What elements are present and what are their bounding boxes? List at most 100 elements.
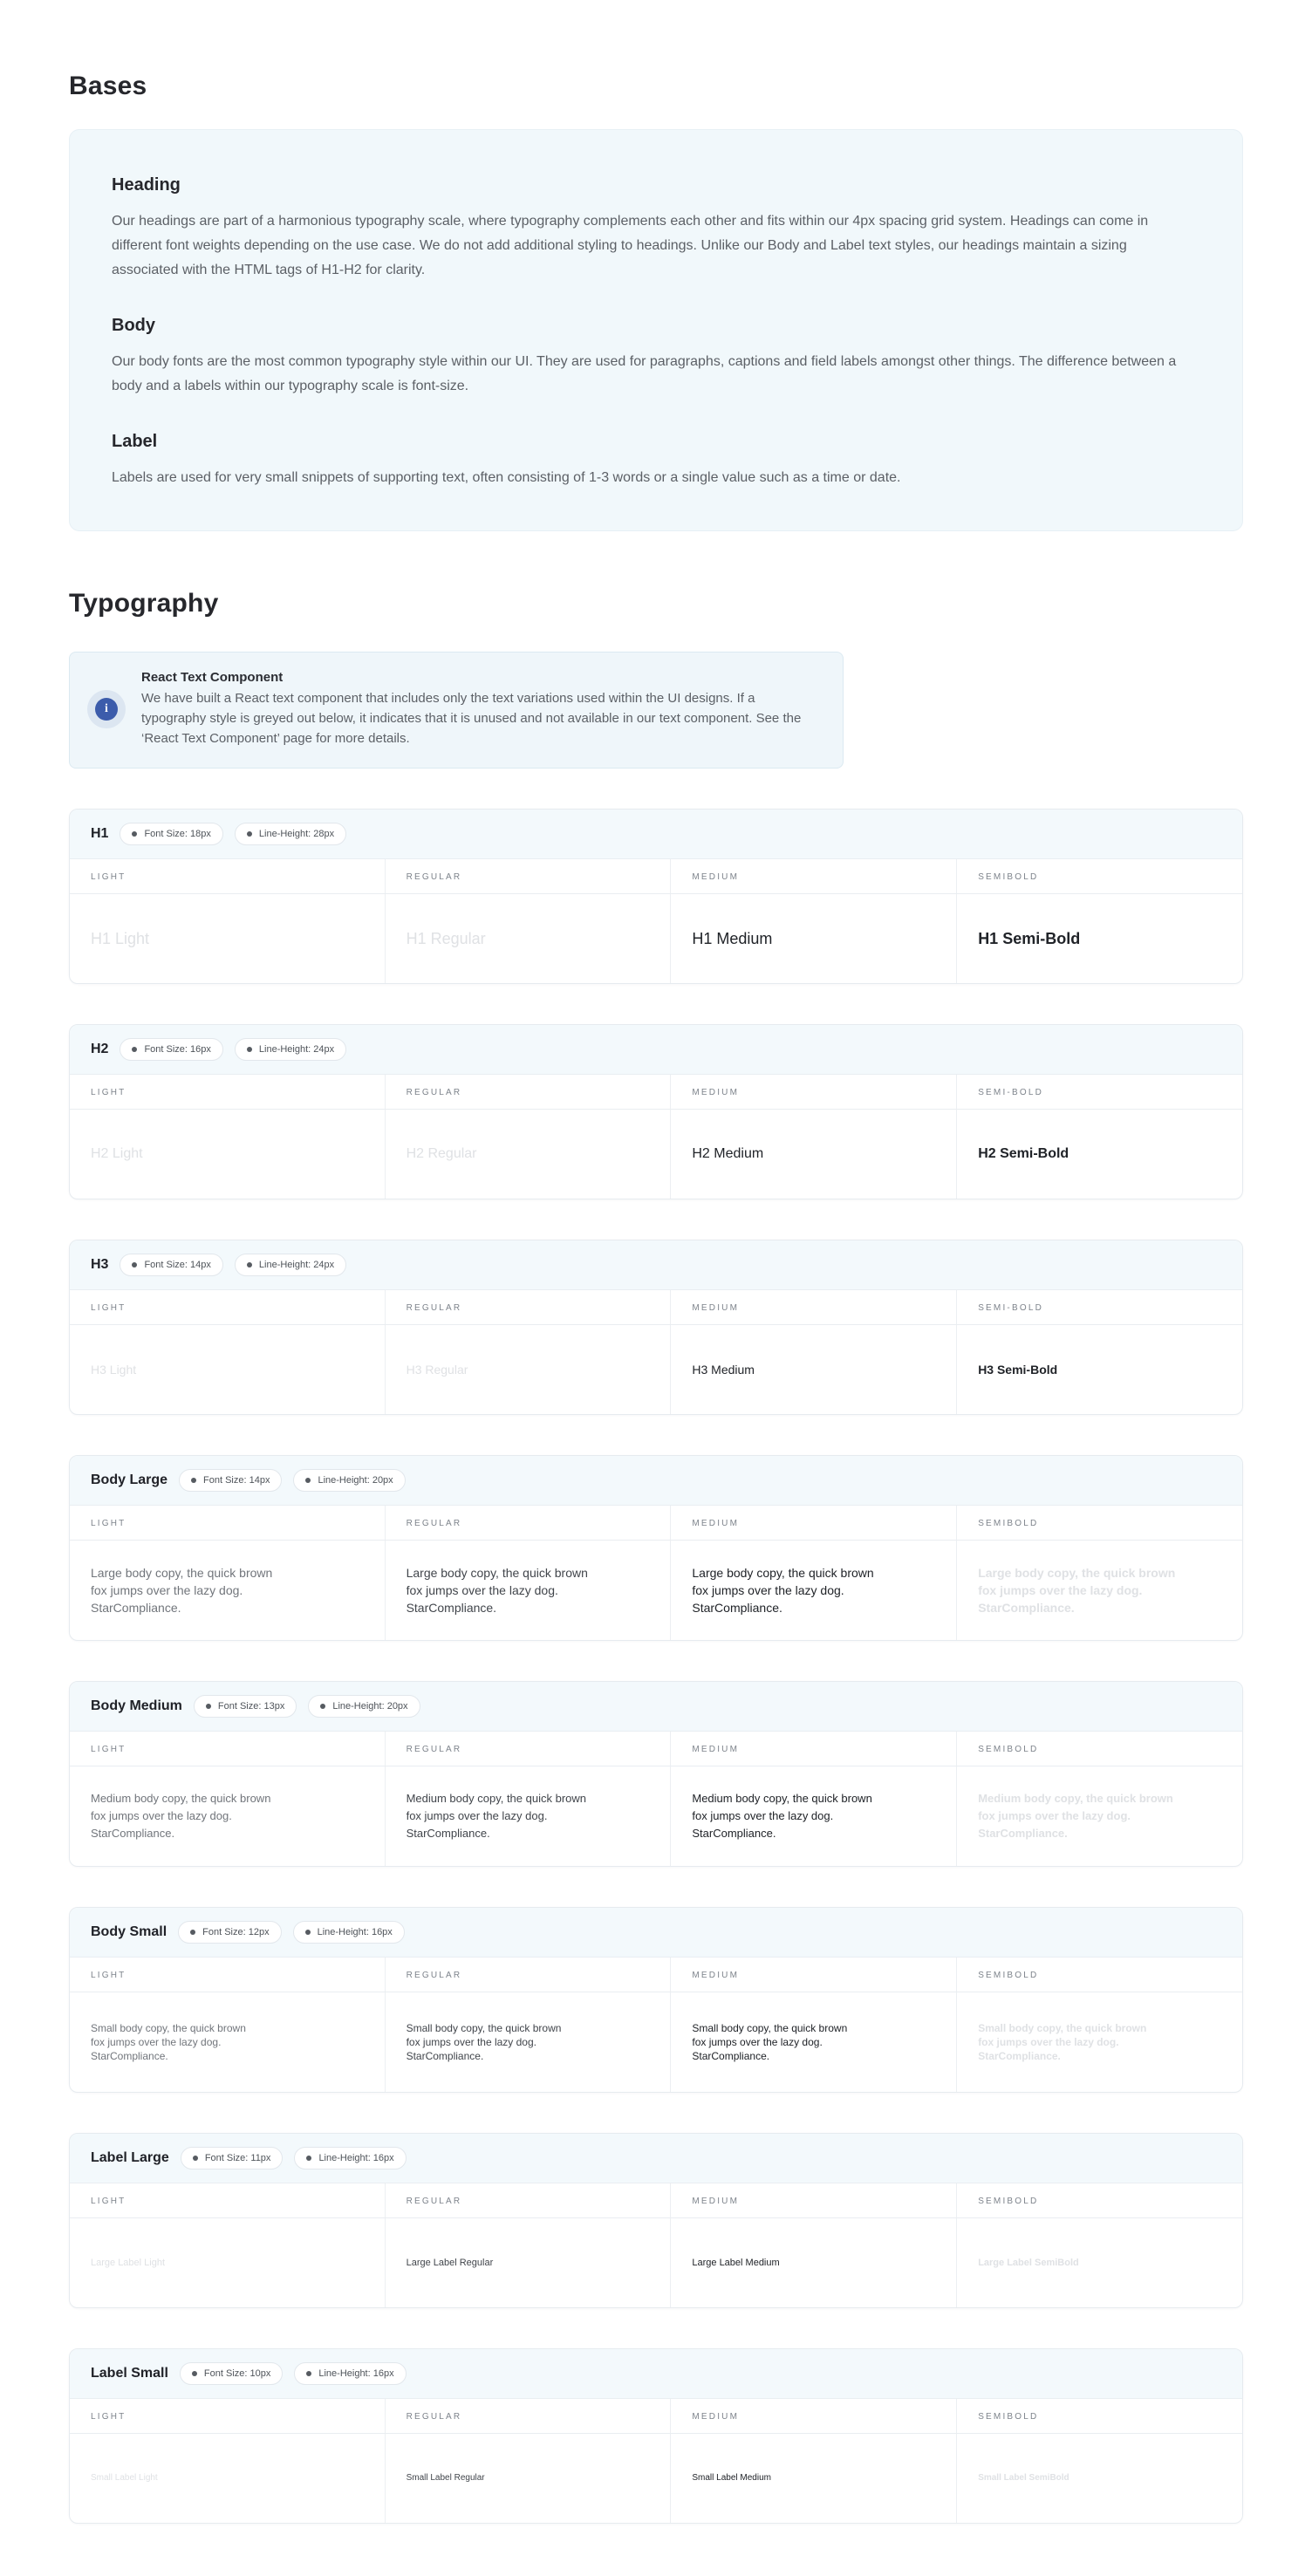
react-text-component-callout: i React Text Component We have built a R…: [69, 652, 844, 769]
column-header: SEMIBOLD: [956, 1732, 1242, 1766]
type-card-title: Label Large: [91, 2150, 169, 2165]
type-sample-text: Medium body copy, the quick brown fox ju…: [406, 1792, 586, 1840]
badge-dot-icon: [132, 1047, 138, 1052]
sample-row: Large body copy, the quick brown fox jum…: [70, 1541, 1242, 1640]
sample-cell: Large Label Light: [70, 2218, 385, 2307]
callout-title: React Text Component: [141, 670, 284, 685]
type-sample-text: H3 Medium: [692, 1363, 755, 1377]
column-header-row: LIGHT REGULAR MEDIUM SEMIBOLD: [70, 859, 1242, 894]
line-height-badge: Line-Height: 20px: [293, 1469, 406, 1492]
column-header: MEDIUM: [670, 1506, 957, 1541]
type-card-header: H1 Font Size: 18px Line-Height: 28px: [70, 810, 1242, 859]
sample-cell: Medium body copy, the quick brown fox ju…: [670, 1766, 956, 1866]
type-card-title: H1: [91, 826, 109, 841]
badge-dot-icon: [306, 2156, 312, 2161]
type-sample-text: Large body copy, the quick brown fox jum…: [692, 1566, 874, 1615]
type-card-title: H2: [91, 1042, 109, 1056]
type-card-title: H3: [91, 1257, 109, 1272]
column-header: REGULAR: [384, 1732, 671, 1766]
column-header-row: LIGHT REGULAR MEDIUM SEMIBOLD: [70, 1732, 1242, 1766]
line-height-badge: Line-Height: 16px: [294, 2362, 407, 2385]
column-header: MEDIUM: [670, 859, 957, 894]
bases-info-card: Heading Our headings are part of a harmo…: [69, 129, 1243, 531]
column-header: LIGHT: [70, 1732, 385, 1766]
type-sample-text: H1 Light: [91, 930, 150, 947]
sample-cell: Large Label SemiBold: [956, 2218, 1242, 2307]
type-sample-text: H3 Regular: [406, 1363, 468, 1377]
column-header: SEMI-BOLD: [956, 1075, 1242, 1110]
sample-cell: Large Label Regular: [384, 2218, 671, 2307]
sample-cell: Medium body copy, the quick brown fox ju…: [70, 1766, 385, 1866]
sample-cell: H3 Semi-Bold: [956, 1325, 1242, 1414]
badge-dot-icon: [191, 2371, 197, 2376]
sample-cell: Small body copy, the quick brown fox jum…: [384, 1992, 671, 2092]
bases-section-label: Label Labels are used for very small sni…: [112, 432, 1200, 490]
line-height-badge: Line-Height: 28px: [234, 823, 347, 845]
column-header: LIGHT: [70, 2183, 385, 2218]
sample-cell: H2 Regular: [384, 1110, 671, 1199]
type-card-title: Body Large: [91, 1472, 168, 1487]
type-sample-text: H1 Medium: [692, 930, 773, 947]
sample-cell: Large body copy, the quick brown fox jum…: [956, 1541, 1242, 1640]
sample-cell: H3 Medium: [670, 1325, 956, 1414]
type-card-header: Body Large Font Size: 14px Line-Height: 20…: [70, 1456, 1242, 1506]
column-header: LIGHT: [70, 1290, 385, 1325]
sample-cell: H1 Light: [70, 894, 385, 983]
badge-dot-icon: [192, 2156, 198, 2161]
sample-cell: Small body copy, the quick brown fox jum…: [956, 1992, 1242, 2092]
sample-cell: H1 Medium: [670, 894, 956, 983]
badge-dot-icon: [190, 1930, 196, 1935]
type-spec-card: H3 Font Size: 14px Line-Height: 24px LIGHT R…: [69, 1240, 1243, 1415]
sample-cell: Small Label Light: [70, 2434, 385, 2523]
type-sample-text: Small Label Regular: [406, 2473, 485, 2483]
type-card-title: Body Medium: [91, 1698, 182, 1713]
badge-dot-icon: [246, 831, 252, 837]
sample-cell: Small body copy, the quick brown fox jum…: [70, 1992, 385, 2092]
sample-row: Small body copy, the quick brown fox jum…: [70, 1992, 1242, 2092]
sample-cell: Large body copy, the quick brown fox jum…: [670, 1541, 956, 1640]
type-card-header: Body Small Font Size: 12px Line-Height: 16…: [70, 1908, 1242, 1958]
column-header: REGULAR: [384, 859, 671, 894]
column-header: LIGHT: [70, 1958, 385, 1992]
badge-dot-icon: [246, 1262, 252, 1268]
sample-cell: H3 Regular: [384, 1325, 671, 1414]
type-sample-text: Small body copy, the quick brown fox jum…: [91, 2022, 246, 2062]
type-card-title: Label Small: [91, 2366, 168, 2381]
type-spec-card: Body Small Font Size: 12px Line-Height: 16…: [69, 1907, 1243, 2093]
type-spec-card: Body Large Font Size: 14px Line-Height: 20…: [69, 1455, 1243, 1641]
line-height-badge: Line-Height: 24px: [234, 1038, 347, 1061]
font-size-badge: Font Size: 13px: [193, 1695, 297, 1718]
type-card-header: H2 Font Size: 16px Line-Height: 24px: [70, 1025, 1242, 1075]
badge-dot-icon: [191, 1478, 197, 1483]
column-header: SEMIBOLD: [956, 859, 1242, 894]
section-title: Label: [112, 432, 158, 451]
type-spec-card: H1 Font Size: 18px Line-Height: 28px LIGHT R…: [69, 809, 1243, 984]
column-header: REGULAR: [384, 1506, 671, 1541]
badge-dot-icon: [205, 1704, 211, 1709]
type-sample-text: Large Label Medium: [692, 2258, 780, 2268]
info-icon: i: [95, 698, 118, 721]
bases-title: Bases: [69, 72, 147, 100]
type-spec-card: Label Large Font Size: 11px Line-Height: 1…: [69, 2133, 1243, 2308]
column-header: SEMI-BOLD: [956, 1290, 1242, 1325]
column-header-row: LIGHT REGULAR MEDIUM SEMIBOLD: [70, 2183, 1242, 2218]
type-cards: H1 Font Size: 18px Line-Height: 28px LIGHT R…: [69, 809, 1243, 2524]
type-sample-text: Small Label SemiBold: [978, 2473, 1069, 2483]
callout-content: React Text Component We have built a Rea…: [141, 670, 820, 748]
sample-cell: H1 Semi-Bold: [956, 894, 1242, 983]
sample-row: Small Label Light Small Label Regular Smal…: [70, 2434, 1242, 2523]
column-header: MEDIUM: [670, 1958, 957, 1992]
font-size-badge: Font Size: 16px: [120, 1038, 223, 1061]
font-size-badge: Font Size: 14px: [179, 1469, 283, 1492]
sample-row: H1 Light H1 Regular H1 Medium H1 Semi-Bold: [70, 894, 1242, 983]
line-height-badge: Line-Height: 16px: [292, 1921, 405, 1944]
column-header: REGULAR: [384, 2183, 671, 2218]
type-sample-text: Small body copy, the quick brown fox jum…: [406, 2022, 562, 2062]
column-header: LIGHT: [70, 1075, 385, 1110]
column-header: SEMIBOLD: [956, 2399, 1242, 2434]
badge-dot-icon: [305, 1478, 311, 1483]
type-sample-text: Medium body copy, the quick brown fox ju…: [91, 1792, 271, 1840]
type-sample-text: Large body copy, the quick brown fox jum…: [406, 1566, 588, 1615]
sample-cell: Small Label SemiBold: [956, 2434, 1242, 2523]
column-header: MEDIUM: [670, 2399, 957, 2434]
